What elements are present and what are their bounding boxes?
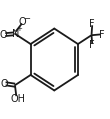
Text: F: F — [99, 30, 105, 40]
Text: F: F — [89, 40, 95, 50]
Text: O: O — [0, 30, 7, 40]
Text: O: O — [0, 79, 8, 89]
Text: F: F — [89, 19, 95, 29]
Text: OH: OH — [10, 94, 25, 104]
Text: N: N — [12, 29, 19, 39]
Text: O: O — [18, 17, 26, 27]
Text: +: + — [17, 26, 23, 32]
Text: −: − — [23, 15, 30, 24]
